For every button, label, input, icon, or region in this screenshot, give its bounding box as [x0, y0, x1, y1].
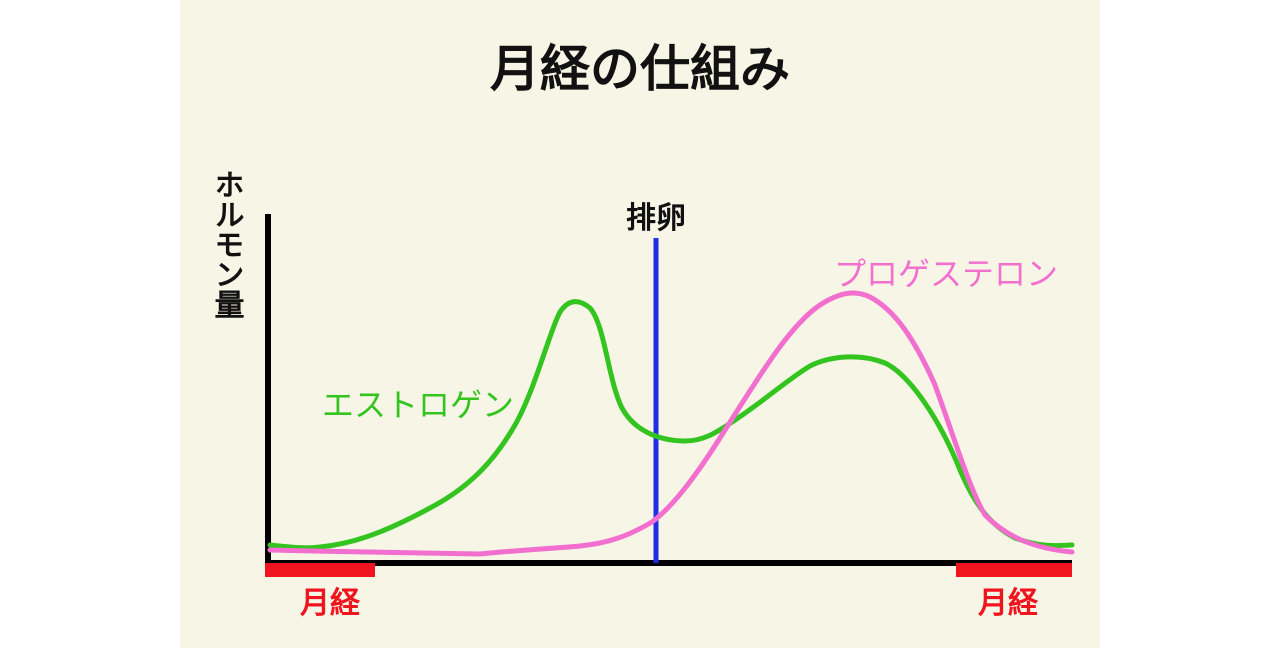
- period-label-start: 月経: [300, 586, 361, 621]
- diagram-title: 月経の仕組み: [490, 40, 790, 98]
- period-label-end: 月経: [978, 586, 1039, 621]
- estrogen-label: エストロゲン: [322, 386, 514, 424]
- progesterone-label: プロゲステロン: [834, 255, 1058, 293]
- ovulation-label: 排卵: [626, 201, 686, 236]
- period-bar-end: [956, 563, 1072, 577]
- period-bar-start: [265, 563, 375, 577]
- diagram-background: [180, 0, 1100, 648]
- y-axis-label: ホルモン量: [209, 169, 245, 319]
- progesterone-curve: [267, 290, 1075, 557]
- estrogen-curve: [267, 299, 1075, 551]
